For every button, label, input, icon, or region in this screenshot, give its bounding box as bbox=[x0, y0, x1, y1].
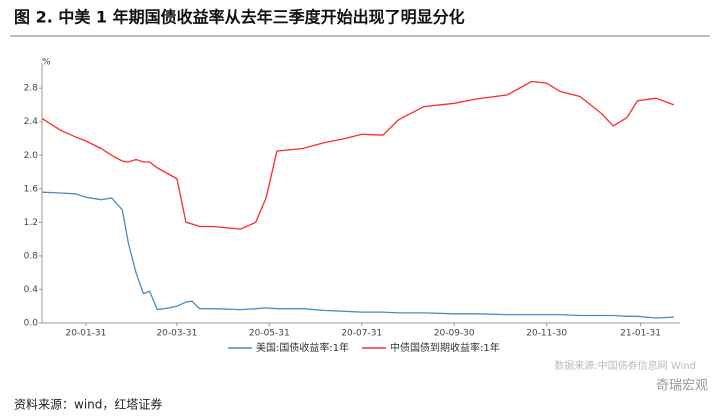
series-line bbox=[41, 80, 675, 230]
y-tick-label: 0.8 bbox=[24, 251, 39, 261]
x-tick-label: 20-03-31 bbox=[156, 329, 197, 339]
series-line bbox=[41, 191, 674, 319]
x-tick-label: 20-05-31 bbox=[249, 329, 290, 339]
legend-label: 美国:国债收益率:1年 bbox=[256, 341, 349, 354]
legend-label: 中债国债到期收益率:1年 bbox=[390, 341, 500, 354]
x-tick-label: 20-01-31 bbox=[66, 329, 107, 339]
footer: 资料来源：wind，红塔证券 bbox=[14, 397, 162, 412]
y-tick-label: 1.2 bbox=[24, 218, 38, 228]
x-tick-label: 20-09-30 bbox=[434, 329, 475, 339]
y-tick-label: 0.4 bbox=[24, 285, 39, 295]
watermark: 奇瑞宏观 bbox=[656, 378, 708, 394]
x-tick-label: 21-01-31 bbox=[620, 329, 661, 339]
y-axis-label: % bbox=[42, 58, 51, 68]
x-tick-label: 20-11-30 bbox=[526, 329, 567, 339]
source-note: 数据来源:中国债券信息网 Wind bbox=[554, 359, 696, 372]
y-tick-label: 2.0 bbox=[24, 151, 39, 161]
y-tick-label: 1.6 bbox=[24, 184, 39, 194]
y-tick-label: 2.8 bbox=[24, 84, 39, 94]
y-tick-label: 0.0 bbox=[24, 319, 39, 329]
y-tick-label: 2.4 bbox=[24, 117, 39, 127]
chart-title: 图 2. 中美 1 年期国债收益率从去年三季度开始出现了明显分化 bbox=[14, 8, 465, 27]
x-tick-label: 20-07-31 bbox=[341, 329, 382, 339]
